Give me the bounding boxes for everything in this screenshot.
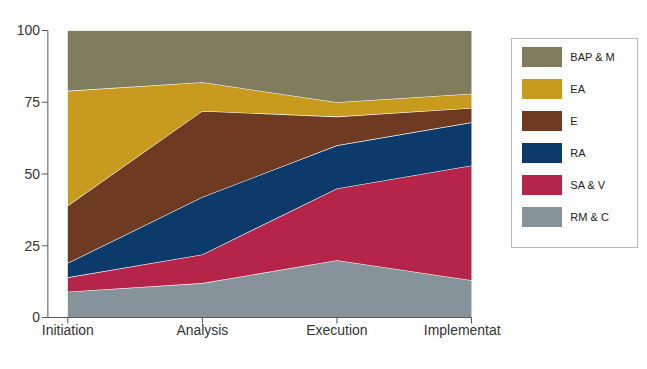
- html-text:EA: EA: [570, 83, 585, 95]
- html-text:BAP & M: BAP & M: [570, 51, 615, 63]
- svg-text:0: 0: [32, 310, 40, 326]
- svg-text:75: 75: [24, 94, 40, 110]
- svg-text:100: 100: [17, 22, 41, 38]
- svg-text:Initiation: Initiation: [42, 322, 94, 338]
- html-text:RM & C: RM & C: [570, 211, 609, 223]
- html-text:RA: RA: [570, 147, 586, 159]
- html-text:SA & V: SA & V: [570, 179, 606, 191]
- svg-text:50: 50: [24, 166, 40, 182]
- svg-text:Analysis: Analysis: [176, 322, 228, 338]
- svg-text:Execution: Execution: [306, 322, 367, 338]
- html-text:E: E: [570, 115, 578, 127]
- svg-text:Implementation: Implementation: [424, 322, 502, 338]
- svg-text:25: 25: [24, 238, 40, 254]
